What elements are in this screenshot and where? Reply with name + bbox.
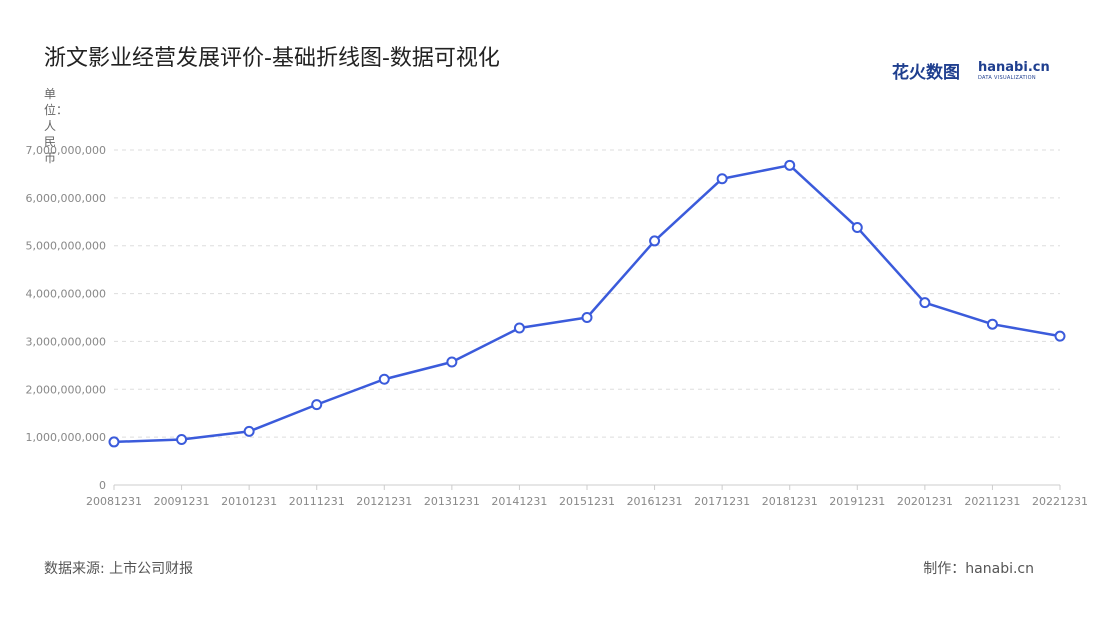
- data-point: [1054, 330, 1066, 342]
- x-tick-label: 20181231: [762, 495, 818, 508]
- x-tick-label: 20121231: [356, 495, 412, 508]
- chart-title: 浙文影业经营发展评价-基础折线图-数据可视化: [44, 46, 500, 71]
- data-point: [919, 297, 931, 309]
- x-tick-labels: 20081231 20091231 20101231 20111231 20121231…: [86, 495, 1088, 508]
- x-tick-label: 20201231: [897, 495, 953, 508]
- data-series: [108, 159, 1066, 448]
- data-point: [986, 318, 998, 330]
- data-point: [851, 222, 863, 234]
- x-tick-label: 20141231: [491, 495, 547, 508]
- logo-english-text: hanabi.cn: [978, 60, 1050, 75]
- x-tick-label: 20101231: [221, 495, 277, 508]
- data-point: [513, 322, 525, 334]
- y-tick-label: 7,000,000,000: [26, 144, 106, 157]
- data-point: [378, 373, 390, 385]
- data-point: [243, 425, 255, 437]
- y-tick-label: 1,000,000,000: [26, 431, 106, 444]
- logo-subtitle: DATA VISUALIZATION: [978, 75, 1036, 81]
- data-source-note: 数据来源: 上市公司财报: [44, 561, 194, 577]
- data-point: [176, 434, 188, 446]
- x-tick-label: 20191231: [829, 495, 885, 508]
- data-point: [108, 436, 120, 448]
- x-tick-label: 20221231: [1032, 495, 1088, 508]
- series-line: [113, 164, 1061, 444]
- data-point: [716, 173, 728, 185]
- data-point: [649, 235, 661, 247]
- data-point: [311, 399, 323, 411]
- data-point: [581, 312, 593, 323]
- y-tick-label: 4,000,000,000: [26, 288, 106, 301]
- x-tick-label: 20151231: [559, 495, 615, 508]
- y-tick-labels: 0 1,000,000,000 2,000,000,000 3,000,000,000…: [26, 144, 106, 492]
- x-tick-label: 20111231: [289, 495, 345, 508]
- grid-lines: [114, 149, 1060, 438]
- logo-chinese-text: 花火数图: [892, 63, 960, 83]
- x-tick-label: 20091231: [154, 495, 210, 508]
- x-tick-label: 20161231: [627, 495, 683, 508]
- axes: [113, 484, 1061, 490]
- x-tick-label: 20211231: [964, 495, 1020, 508]
- x-tick-label: 20081231: [86, 495, 142, 508]
- y-tick-label: 0: [99, 479, 106, 492]
- data-point: [446, 356, 458, 368]
- data-point: [784, 159, 796, 171]
- y-tick-label: 5,000,000,000: [26, 240, 106, 253]
- y-tick-label: 2,000,000,000: [26, 383, 106, 396]
- x-tick-label: 20171231: [694, 495, 750, 508]
- y-tick-label: 6,000,000,000: [26, 192, 106, 205]
- credit-note: 制作：hanabi.cn: [923, 561, 1034, 577]
- y-tick-label: 3,000,000,000: [26, 335, 106, 348]
- x-tick-label: 20131231: [424, 495, 480, 508]
- brand-logo: 花火数图 hanabi.cn DATA VISUALIZATION: [892, 58, 1050, 86]
